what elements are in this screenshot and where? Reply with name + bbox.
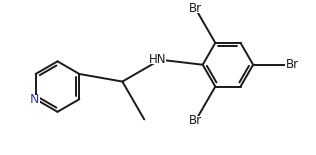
Bar: [189, 117, 203, 125]
Text: Br: Br: [286, 58, 299, 71]
Bar: [189, 5, 203, 13]
Text: Br: Br: [189, 2, 202, 15]
Text: HN: HN: [149, 53, 167, 66]
Bar: [30, 95, 40, 104]
Text: Br: Br: [189, 114, 202, 127]
Text: N: N: [30, 93, 40, 106]
Bar: [285, 61, 300, 69]
Bar: [150, 55, 166, 64]
